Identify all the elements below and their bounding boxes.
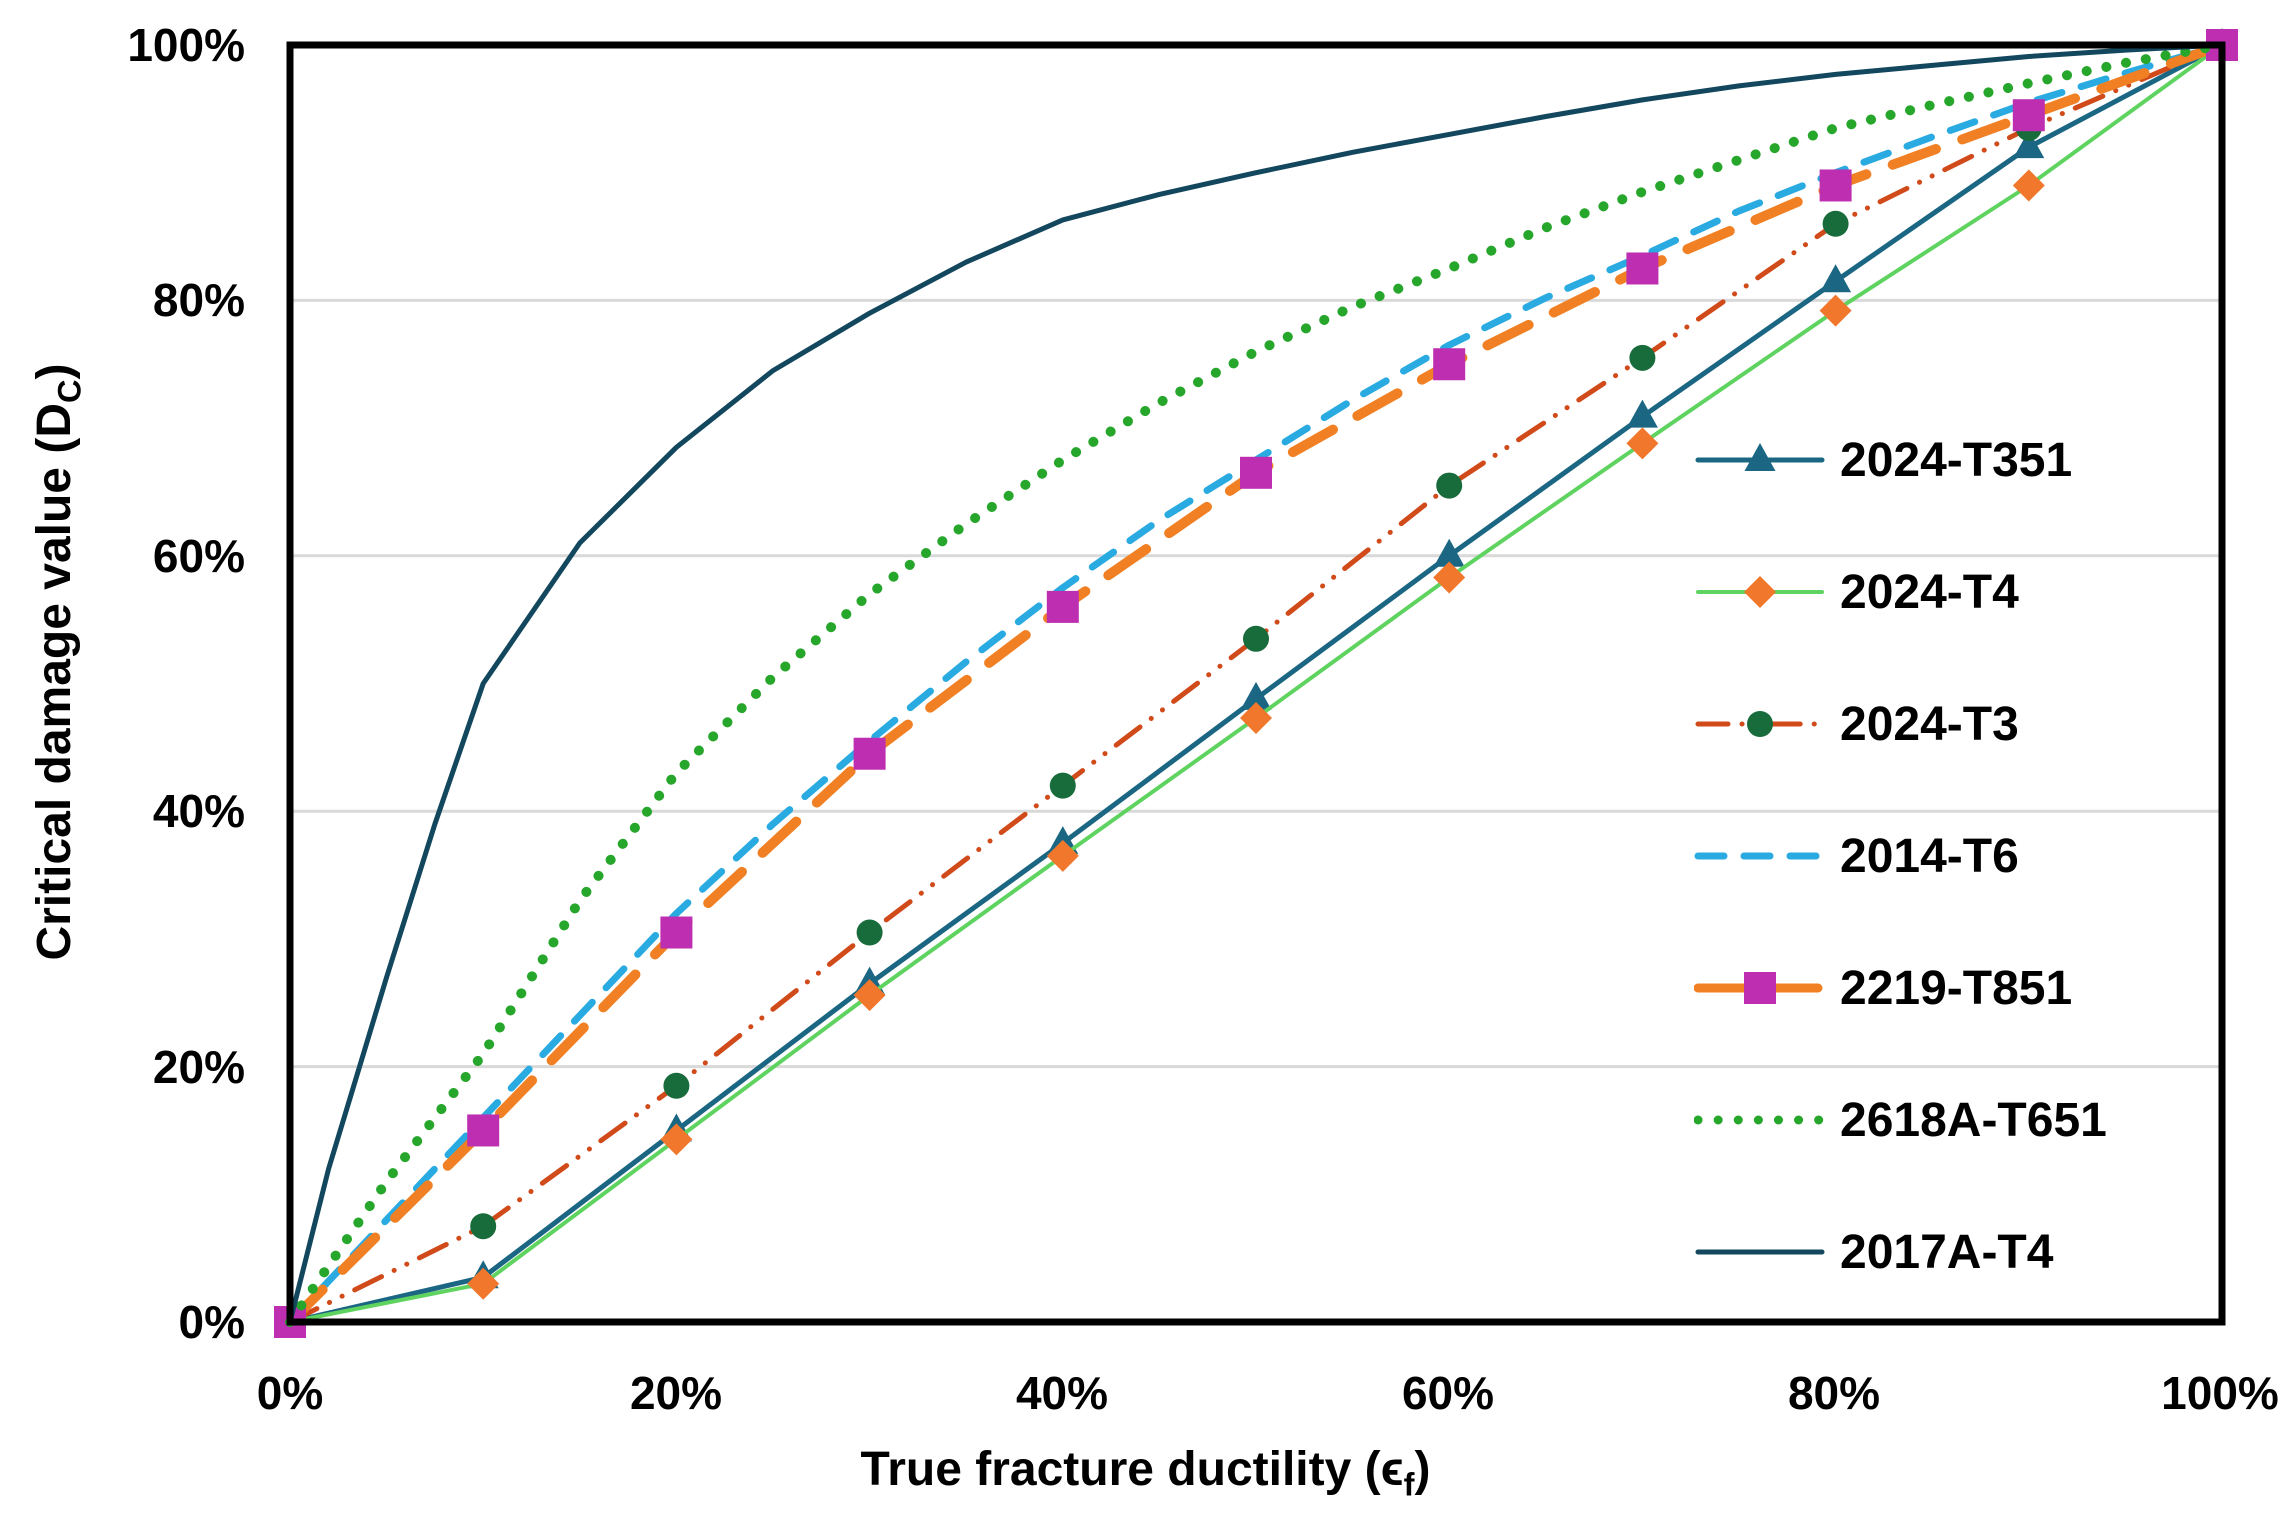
x-tick-label: 100% — [2161, 1367, 2279, 1419]
legend-label: 2024-T351 — [1840, 433, 2073, 487]
y-tick-label: 20% — [152, 1041, 245, 1093]
legend-item: 2024-T351 — [1694, 418, 2072, 502]
legend-swatch — [1696, 576, 1824, 608]
y-tick-label: 40% — [152, 785, 245, 837]
legend-swatch — [1695, 443, 1825, 471]
legend-item: 2219-T851 — [1694, 946, 2072, 1030]
y-axis-title-subscript: C — [50, 379, 88, 404]
legend-label: 2024-T4 — [1840, 565, 2019, 619]
legend-label: 2017A-T4 — [1840, 1225, 2054, 1279]
legend-swatch — [1695, 711, 1825, 737]
legend-swatch — [1694, 852, 1826, 860]
legend-label: 2024-T3 — [1840, 697, 2019, 751]
y-tick-label: 60% — [152, 530, 245, 582]
legend-label: 2014-T6 — [1840, 829, 2019, 883]
y-tick-label: 0% — [178, 1296, 245, 1348]
x-tick-label: 60% — [1401, 1367, 1495, 1419]
legend-label: 2618A-T651 — [1840, 1093, 2107, 1147]
legend-item: 2014-T6 — [1694, 814, 2019, 898]
x-axis-title-text: True fracture ductility (ϵ — [860, 1443, 1404, 1496]
legend-label: 2219-T851 — [1840, 961, 2073, 1015]
x-axis-title-close: ) — [1414, 1443, 1431, 1496]
x-tick-label: 20% — [629, 1367, 723, 1419]
legend-item: 2618A-T651 — [1694, 1078, 2107, 1162]
x-axis-title-subscript: f — [1403, 1465, 1415, 1503]
y-axis-title-text: Critical damage value (D — [28, 403, 81, 961]
y-tick-label: 80% — [152, 274, 245, 326]
y-axis-title: Critical damage value (DC) — [23, 112, 88, 1212]
x-axis-title: True fracture ductility (ϵf) — [0, 1438, 2291, 1503]
legend-item: 2017A-T4 — [1694, 1210, 2053, 1294]
legend-swatch — [1694, 1115, 1826, 1125]
x-tick-label: 80% — [1787, 1367, 1881, 1419]
legend-swatch — [1695, 1249, 1825, 1255]
legend-swatch — [1694, 972, 1826, 1004]
legend-item: 2024-T3 — [1694, 682, 2019, 766]
x-tick-label: 40% — [1015, 1367, 1109, 1419]
legend-item: 2024-T4 — [1694, 550, 2019, 634]
x-tick-label: 0% — [256, 1367, 324, 1419]
y-tick-label: 100% — [127, 19, 245, 71]
y-axis-title-close: ) — [28, 363, 81, 380]
